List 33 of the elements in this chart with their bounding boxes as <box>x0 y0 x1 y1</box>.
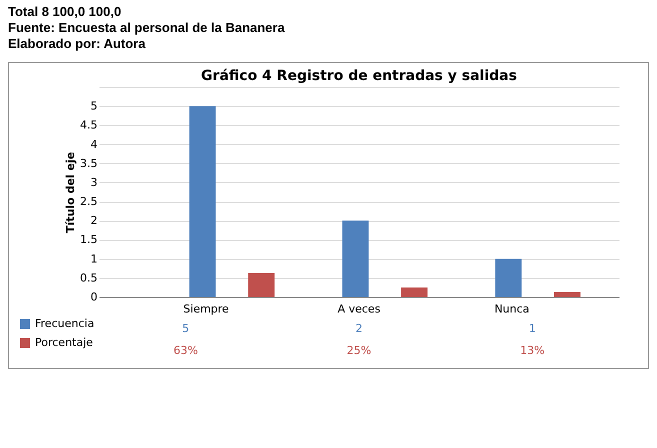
x-tick-label: Siempre <box>183 302 230 316</box>
bar <box>554 292 580 297</box>
y-tick-label: 1.5 <box>80 233 98 246</box>
chart-title: Gráfico 4 Registro de entradas y salidas <box>201 68 517 84</box>
data-label: 63% <box>173 344 198 357</box>
y-axis-title: Título del eje <box>64 152 78 234</box>
text: Total 8 100,0 100,0 <box>8 4 122 20</box>
data-label: 5 <box>182 322 190 335</box>
y-tick-label: 0.5 <box>80 271 98 284</box>
data-label: 2 <box>356 322 362 335</box>
data-label: 25% <box>346 344 372 357</box>
y-tick-label: 3.5 <box>80 156 98 170</box>
x-tick-label: A veces <box>338 302 381 316</box>
bar <box>495 258 522 297</box>
data-label: 1 <box>528 322 536 335</box>
y-tick-label: 1 <box>90 252 98 266</box>
source-note: Fuente: Encuesta al personal de la Bananera <box>8 20 286 36</box>
text: Elaborado por: Autora <box>8 36 146 52</box>
x-tick-label: Nunca <box>494 302 530 316</box>
y-tick-label: 3 <box>90 176 98 189</box>
bar <box>189 106 216 297</box>
y-tick-label: 5 <box>90 100 98 113</box>
y-tick-label: 0 <box>90 290 98 304</box>
bar <box>401 287 428 297</box>
y-tick-label: 4.5 <box>80 118 98 132</box>
bar <box>248 272 275 297</box>
bar <box>342 220 369 297</box>
y-tick-label: 4 <box>90 138 98 151</box>
data-label: 13% <box>520 344 545 357</box>
legend-label: Porcentaje <box>35 336 94 349</box>
y-tick-label: 2.5 <box>80 195 98 208</box>
legend-label: Frecuencia <box>35 317 94 330</box>
y-tick-label: 2 <box>90 214 98 228</box>
